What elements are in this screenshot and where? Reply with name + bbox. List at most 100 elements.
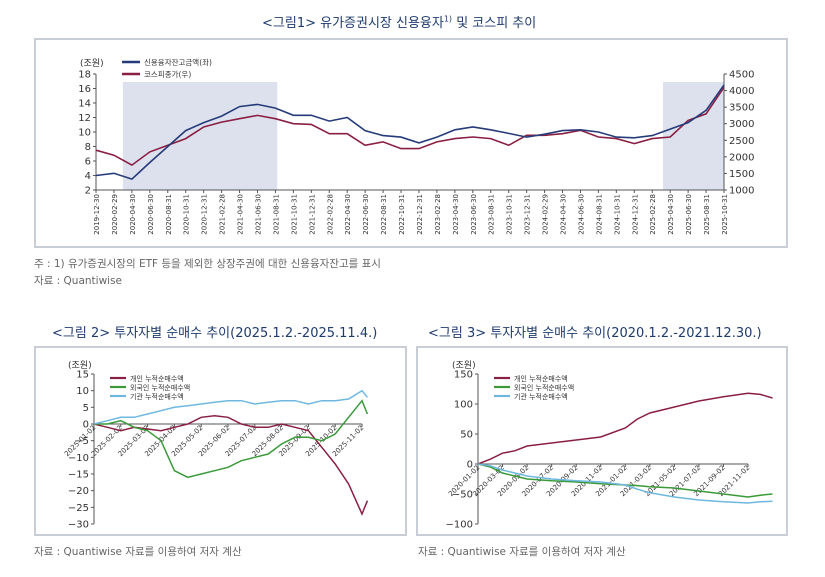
- legend-label: 코스피종가(우): [144, 70, 191, 79]
- x-tick-label: 2022-02-28: [326, 194, 334, 235]
- series-line: [477, 392, 773, 465]
- left-axis-unit: (조원): [80, 58, 104, 69]
- y-left-tick-label: 18: [78, 70, 91, 81]
- x-tick-label: 2020-02-29: [111, 194, 119, 235]
- x-tick-label: 2023-10-31: [506, 194, 514, 235]
- x-tick-label: 2021-06-30: [254, 194, 262, 235]
- x-tick-label: 2021-10-31: [290, 194, 298, 235]
- series-kospi-line: [95, 86, 725, 167]
- y-left-tick-label: 10: [78, 128, 91, 139]
- x-tick-label: 2021-12-31: [308, 194, 316, 235]
- y-tick-label: 150: [454, 370, 473, 381]
- y-tick-label: −100: [446, 520, 473, 531]
- x-tick-label: 2022-04-30: [344, 194, 352, 235]
- x-tick-label: 2024-04-30: [560, 194, 568, 235]
- figure1-title: <그림1> 유가증권시장 신용융자1) 및 코스피 추이: [262, 12, 536, 31]
- y-right-tick-label: 1500: [729, 169, 754, 180]
- figure1-source: 자료 : Quantiwise: [34, 275, 123, 287]
- y-tick-label: −5: [74, 436, 89, 447]
- y-tick-label: −50: [452, 490, 473, 501]
- figure1-title-footnote: 1): [443, 14, 453, 24]
- series-line: [94, 399, 369, 479]
- x-tick-label: 2024-08-31: [595, 194, 603, 235]
- figure3-frame: (조원) 150 100 50 0 −50 −100 2020-01-02 2020-03-02…: [416, 346, 788, 536]
- x-tick-label: 2025-10-31: [721, 194, 729, 235]
- figure2-title: <그림 2> 투자자별 순매수 추이(2025.1.2.-2025.11.4.): [52, 326, 378, 341]
- x-tick-label: 2024-02-29: [542, 194, 550, 235]
- x-tick-label: 2020-06-30: [147, 194, 155, 235]
- y-tick-label: −30: [68, 520, 89, 531]
- figure2-frame: (조원) 15 10 5 0 −5 −10 −15 −20 −25 −30 2025-01-02 202…: [34, 346, 407, 536]
- x-tick-label: 2023-02-28: [434, 194, 442, 235]
- figure1-title-main: <그림1> 유가증권시장 신용융자: [262, 16, 444, 31]
- x-tick-label: 2021-04-30: [237, 194, 245, 235]
- y-left-tick-label: 16: [78, 84, 91, 95]
- x-tick-label: 2025-04-30: [667, 194, 675, 235]
- figure1-footnote: 주 : 1) 유가증권시장의 ETF 등을 제외한 상장주권에 대한 신용융자잔…: [34, 258, 381, 270]
- legend-label: 개인 누적순매수액: [514, 374, 568, 383]
- y-tick-label: 0: [83, 420, 89, 431]
- y-axis-unit: (조원): [68, 360, 92, 371]
- y-right-tick-label: 2000: [729, 152, 754, 163]
- x-tick-label: 2021-02-28: [219, 194, 227, 235]
- y-tick-label: 15: [76, 370, 89, 381]
- x-tick-label: 2022-08-31: [380, 194, 388, 235]
- x-tick-label: 2025-08-31: [703, 194, 711, 235]
- figure2-chart: (조원)151050−5−10−15−20−25−302025-01-02202…: [63, 360, 369, 531]
- x-tick-label: 2024-06-30: [577, 194, 585, 235]
- figure2-source: 자료 : Quantiwise 자료를 이용하여 저자 계산: [34, 546, 242, 558]
- x-tick-label: 2019-12-30: [93, 194, 101, 235]
- y-right-tick-label: 2500: [729, 136, 754, 147]
- y-left-tick-label: 12: [78, 113, 91, 124]
- y-tick-label: 5: [83, 403, 89, 414]
- y-left-tick-label: 6: [85, 157, 91, 168]
- series-credit-balance-line: [95, 84, 725, 181]
- figure1-chart: (조원) 2 4 6 8 10 12 14 16 18 1000 1500 2000 2500 3000 35…: [78, 57, 754, 235]
- y-left-tick-label: 14: [78, 99, 91, 110]
- legend-label: 개인 누적순매수액: [130, 374, 184, 383]
- y-tick-label: 100: [454, 400, 473, 411]
- y-right-tick-label: 4000: [729, 86, 754, 97]
- series-line: [477, 463, 773, 504]
- y-tick-label: 0: [467, 460, 473, 471]
- legend-label: 기관 누적순매수액: [514, 392, 568, 401]
- x-tick-label: 2020-12-31: [201, 194, 209, 235]
- x-tick-label: 2023-04-30: [452, 194, 460, 235]
- x-tick-label: 2022-12-31: [416, 194, 424, 235]
- x-tick-label: 2020-04-30: [129, 194, 137, 235]
- y-left-tick-label: 2: [85, 186, 91, 197]
- y-axis-unit: (조원): [452, 360, 476, 371]
- x-tick-label: 2023-12-31: [524, 194, 532, 235]
- x-tick-label: 2023-08-31: [488, 194, 496, 235]
- y-tick-label: −25: [68, 503, 89, 514]
- series-line: [93, 389, 368, 425]
- y-tick-label: −15: [68, 470, 89, 481]
- x-tick-label: 2023-06-30: [470, 194, 478, 235]
- x-tick-label: 2024-10-31: [613, 194, 621, 235]
- x-tick-label: 2022-10-31: [398, 194, 406, 235]
- figure1-frame: (조원) 2 4 6 8 10 12 14 16 18 1000 1500 2000 2500 3000 35…: [34, 38, 788, 248]
- legend-label: 신용융자잔고금액(좌): [144, 57, 212, 67]
- x-tick-label: 2020-10-31: [183, 194, 191, 235]
- x-tick-label: 2022-06-30: [362, 194, 370, 235]
- y-tick-label: 50: [460, 430, 473, 441]
- legend-label: 기관 누적순매수액: [130, 392, 184, 401]
- y-left-tick-label: 4: [85, 171, 91, 182]
- figure1-title-tail: 및 코스피 추이: [452, 16, 537, 31]
- x-tick-label: 2024-12-31: [631, 194, 639, 235]
- y-right-tick-label: 1000: [729, 186, 754, 197]
- figure3-source: 자료 : Quantiwise 자료를 이용하여 저자 계산: [418, 546, 626, 558]
- figure3-title: <그림 3> 투자자별 순매수 추이(2020.1.2.-2021.12.30.…: [428, 326, 762, 341]
- x-tick-label: 2025-02-28: [649, 194, 657, 235]
- figure3-chart: (조원)150100500−50−1002020-01-022020-03-02…: [446, 360, 773, 531]
- legend-label: 외국인 누적순매수액: [514, 383, 574, 392]
- y-tick-label: −10: [68, 453, 89, 464]
- y-right-tick-label: 3000: [729, 119, 754, 130]
- series-line: [93, 414, 369, 516]
- x-tick-label: 2021-08-31: [272, 194, 280, 235]
- y-right-tick-label: 4500: [729, 70, 754, 81]
- y-right-tick-label: 3500: [729, 103, 754, 114]
- shaded-period-1: [122, 82, 278, 190]
- y-tick-label: −20: [68, 486, 89, 497]
- y-tick-label: 10: [76, 386, 89, 397]
